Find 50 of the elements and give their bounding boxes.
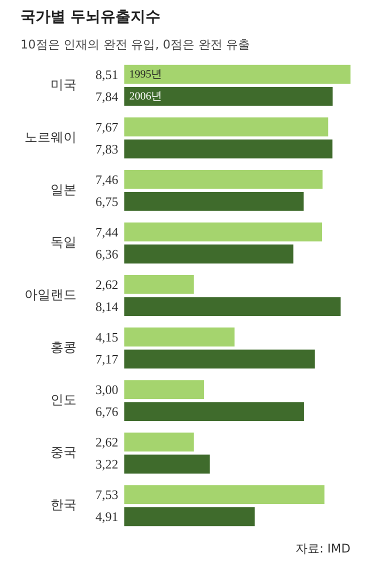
data-label: 7,67 xyxy=(95,119,119,134)
data-label: 7,17 xyxy=(95,352,119,367)
data-label: 6,75 xyxy=(95,194,118,209)
bar xyxy=(124,222,322,242)
data-label: 4,15 xyxy=(95,329,118,344)
bar xyxy=(124,402,304,422)
bar xyxy=(124,170,323,189)
data-label: 3,22 xyxy=(95,456,118,472)
y-tick-label: 홍콩 xyxy=(50,340,76,356)
data-label: 7,44 xyxy=(95,224,119,240)
data-label: 8,14 xyxy=(95,299,119,314)
bar xyxy=(124,380,204,399)
series-label: 2006년 xyxy=(129,90,162,102)
bar xyxy=(124,192,304,211)
bar xyxy=(124,275,194,294)
text: 자료: IMD xyxy=(296,542,351,556)
bar xyxy=(124,86,333,106)
bar xyxy=(124,117,328,136)
data-label: 3,00 xyxy=(95,382,118,398)
data-label: 7,83 xyxy=(95,141,118,156)
data-label: 6,36 xyxy=(95,246,119,262)
data-label: 4,91 xyxy=(95,509,118,524)
data-label: 7,46 xyxy=(95,172,119,187)
series-label: 1995년 xyxy=(129,68,162,80)
bar xyxy=(124,244,294,264)
data-label: 8,51 xyxy=(95,66,118,82)
y-tick-label: 일본 xyxy=(50,182,76,198)
y-tick-label: 미국 xyxy=(50,78,76,93)
bar xyxy=(124,328,235,346)
bar xyxy=(124,297,341,316)
y-tick-label: 중국 xyxy=(50,446,76,461)
y-tick-label: 독일 xyxy=(50,235,76,250)
y-tick-label: 한국 xyxy=(50,498,76,514)
data-label: 2,62 xyxy=(95,276,118,292)
bar xyxy=(124,350,315,369)
bar xyxy=(124,485,324,504)
bar xyxy=(124,432,194,452)
chart-subtitle: 10점은 인재의 완전 유입, 0점은 완전 유출 xyxy=(20,38,250,52)
bar xyxy=(124,507,255,526)
y-tick-label: 아일랜드 xyxy=(24,288,76,303)
y-tick-label: 인도 xyxy=(50,393,76,408)
chart-title: 국가별 두뇌유출지수 xyxy=(20,8,161,26)
data-label: 2,62 xyxy=(95,434,118,450)
bar xyxy=(124,64,350,84)
y-tick-label: 노르웨이 xyxy=(24,130,76,146)
data-label: 7,84 xyxy=(95,88,119,104)
data-label: 6,76 xyxy=(95,404,119,420)
data-label: 7,53 xyxy=(95,487,118,502)
bar xyxy=(124,454,210,474)
bar xyxy=(124,139,332,158)
